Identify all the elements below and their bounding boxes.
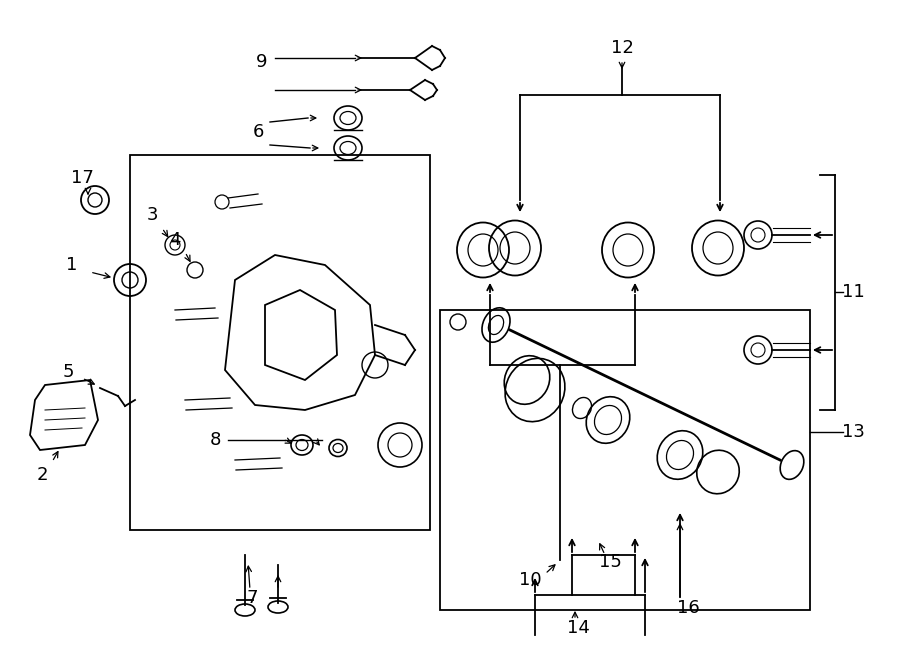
Text: 11: 11 bbox=[842, 283, 864, 301]
Text: 5: 5 bbox=[62, 363, 74, 381]
Text: 8: 8 bbox=[210, 431, 220, 449]
Text: 13: 13 bbox=[842, 423, 864, 441]
Text: 14: 14 bbox=[567, 619, 590, 637]
Text: 16: 16 bbox=[677, 599, 699, 617]
Text: 7: 7 bbox=[247, 589, 257, 607]
Bar bbox=[440, 310, 810, 610]
Text: 4: 4 bbox=[169, 231, 181, 249]
Bar bbox=[130, 155, 430, 530]
Text: 12: 12 bbox=[610, 39, 634, 57]
Text: 6: 6 bbox=[252, 123, 264, 141]
Text: 9: 9 bbox=[256, 53, 268, 71]
Text: 1: 1 bbox=[67, 256, 77, 274]
Text: 10: 10 bbox=[518, 571, 541, 589]
Text: 17: 17 bbox=[70, 169, 94, 187]
Text: 15: 15 bbox=[598, 553, 621, 571]
Text: 3: 3 bbox=[146, 206, 158, 224]
Text: 2: 2 bbox=[36, 466, 48, 484]
